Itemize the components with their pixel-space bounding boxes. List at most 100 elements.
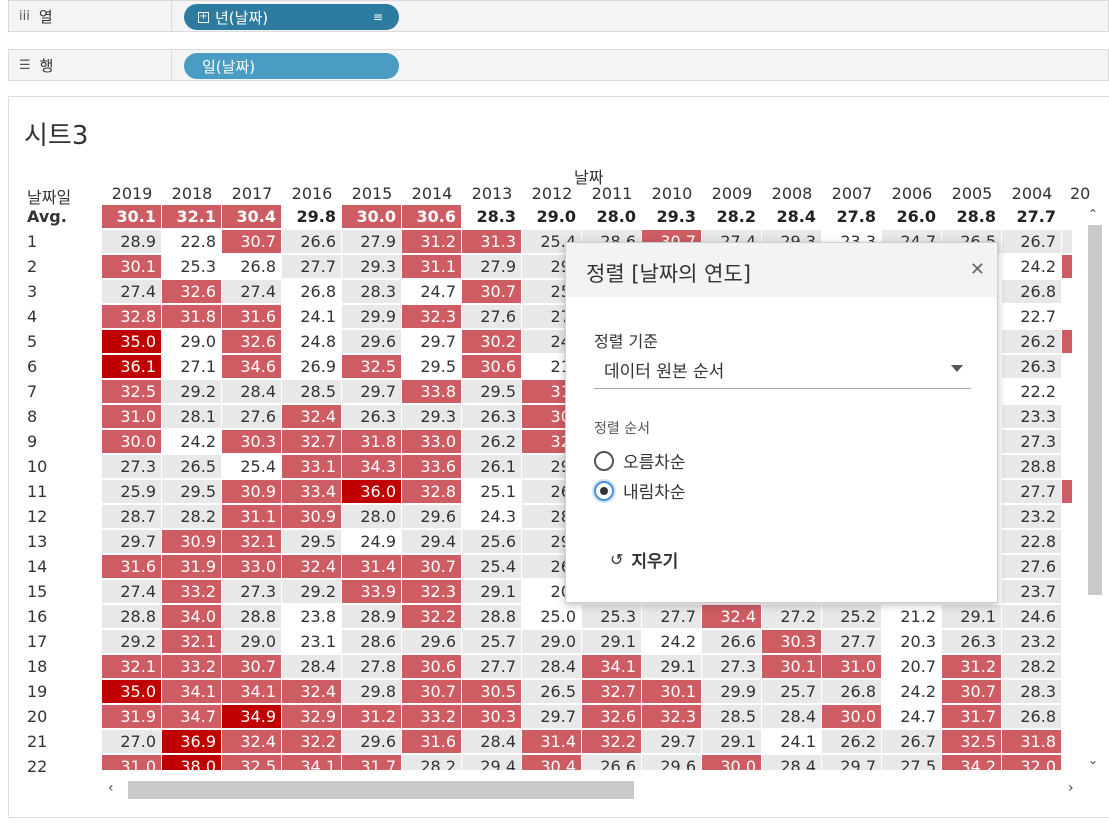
table-cell[interactable]: 31.9 [162,555,221,578]
row-header-day[interactable]: 3 [27,282,38,301]
vertical-scrollbar[interactable]: ⌃ ⌄ [1084,205,1108,775]
table-cell[interactable]: 35.0 [102,330,161,353]
row-header-day[interactable]: 5 [27,332,38,351]
table-cell[interactable]: 35.0 [102,680,161,703]
table-cell[interactable]: 26.3 [942,630,1001,653]
table-cell[interactable]: 26.6 [582,755,641,770]
table-cell[interactable]: 23.3 [1002,405,1061,428]
column-header-year[interactable]: 2005 [951,184,993,203]
column-header-year[interactable]: 2013 [471,184,513,203]
avg-cell[interactable]: 26.0 [882,205,941,228]
ascending-option[interactable]: 오름차순 [594,448,686,473]
table-cell[interactable]: 30.0 [702,755,761,770]
table-cell[interactable]: 29.2 [102,630,161,653]
avg-cell[interactable]: 28.2 [702,205,761,228]
table-cell[interactable]: 34.6 [222,355,281,378]
table-cell[interactable]: 26.3 [462,405,521,428]
row-header-day[interactable]: 4 [27,307,38,326]
table-cell[interactable]: 27.3 [1002,430,1061,453]
avg-cell[interactable] [1062,205,1072,228]
table-cell[interactable]: 29.0 [222,630,281,653]
table-cell[interactable]: 31.1 [402,255,461,278]
table-cell[interactable]: 24.2 [1002,255,1061,278]
table-cell[interactable]: 28.5 [702,705,761,728]
scroll-right-icon[interactable]: › [1068,780,1074,796]
table-cell[interactable]: 26.8 [1002,280,1061,303]
table-cell[interactable]: 28.0 [342,505,401,528]
table-cell[interactable]: 31.4 [522,730,581,753]
row-header-day[interactable]: 20 [27,707,48,726]
table-cell[interactable]: 29.7 [102,530,161,553]
table-cell[interactable]: 25.6 [462,530,521,553]
table-cell[interactable]: 30.9 [162,530,221,553]
table-cell[interactable]: 21.2 [882,605,941,628]
row-header-day[interactable]: 7 [27,382,38,401]
table-cell[interactable]: 29.9 [342,305,401,328]
row-header-day[interactable]: 16 [27,607,48,626]
table-cell[interactable]: 32.6 [162,280,221,303]
column-header-year[interactable]: 2015 [351,184,393,203]
table-cell[interactable]: 33.9 [342,580,401,603]
table-cell[interactable]: 27.7 [462,655,521,678]
column-header-year[interactable]: 2014 [411,184,453,203]
table-cell[interactable]: 27.4 [222,280,281,303]
table-cell[interactable]: 34.2 [942,755,1001,770]
table-cell[interactable]: 30.7 [402,680,461,703]
descending-option[interactable]: 내림차순 [594,478,686,503]
table-cell[interactable]: 30.0 [102,430,161,453]
table-cell[interactable]: 36.9 [162,730,221,753]
table-cell[interactable]: 33.0 [222,555,281,578]
table-cell[interactable]: 29.6 [402,505,461,528]
table-cell[interactable]: 27.3 [222,580,281,603]
table-cell[interactable]: 31.3 [462,230,521,253]
table-cell[interactable]: 32.4 [702,605,761,628]
avg-cell[interactable]: 32.1 [162,205,221,228]
table-cell[interactable] [1062,755,1072,770]
table-cell[interactable] [1062,730,1072,753]
table-cell[interactable]: 28.4 [762,705,821,728]
table-cell[interactable]: 29.1 [702,730,761,753]
table-cell[interactable]: 27.1 [162,355,221,378]
table-cell[interactable]: 28.2 [402,755,461,770]
avg-cell[interactable]: 30.6 [402,205,461,228]
table-cell[interactable]: 27.7 [822,630,881,653]
table-cell[interactable]: 28.9 [342,605,401,628]
table-cell[interactable]: 25.9 [102,480,161,503]
table-cell[interactable]: 26.7 [882,730,941,753]
table-cell[interactable]: 32.8 [402,480,461,503]
table-cell[interactable]: 30.6 [462,355,521,378]
table-cell[interactable]: 31.8 [162,305,221,328]
table-cell[interactable]: 29.1 [642,655,701,678]
row-header-day[interactable]: 8 [27,407,38,426]
table-cell[interactable]: 32.5 [942,730,1001,753]
year-date-pill[interactable]: + 년(날짜) ≡ [184,4,399,30]
table-cell[interactable]: 32.4 [282,555,341,578]
table-cell[interactable]: 25.1 [462,480,521,503]
avg-cell[interactable]: 28.3 [462,205,521,228]
table-cell[interactable]: 31.2 [942,655,1001,678]
table-cell[interactable] [1062,580,1072,603]
table-cell[interactable]: 25.4 [462,555,521,578]
row-header-day[interactable]: 21 [27,732,48,751]
table-cell[interactable]: 26.8 [1002,705,1061,728]
table-cell[interactable]: 23.2 [1002,630,1061,653]
row-header-day[interactable]: 22 [27,757,48,776]
row-header-day[interactable]: 1 [27,232,38,251]
table-cell[interactable]: 32.4 [282,680,341,703]
table-cell[interactable]: 26.5 [522,680,581,703]
table-cell[interactable]: 24.8 [282,330,341,353]
table-cell[interactable]: 29.3 [342,255,401,278]
table-cell[interactable] [1062,280,1072,303]
table-cell[interactable] [1062,380,1072,403]
avg-cell[interactable]: 29.8 [282,205,341,228]
row-header-day[interactable]: 10 [27,457,48,476]
table-cell[interactable]: 27.6 [1002,555,1061,578]
table-cell[interactable]: 23.7 [1002,580,1061,603]
table-cell[interactable]: 32.2 [402,605,461,628]
table-cell[interactable] [1062,230,1072,253]
row-field-header[interactable]: 날짜일 [27,188,72,207]
horizontal-scroll-thumb[interactable] [128,781,634,799]
table-cell[interactable]: 26.3 [342,405,401,428]
table-cell[interactable]: 31.2 [342,705,401,728]
table-cell[interactable]: 25.0 [522,605,581,628]
